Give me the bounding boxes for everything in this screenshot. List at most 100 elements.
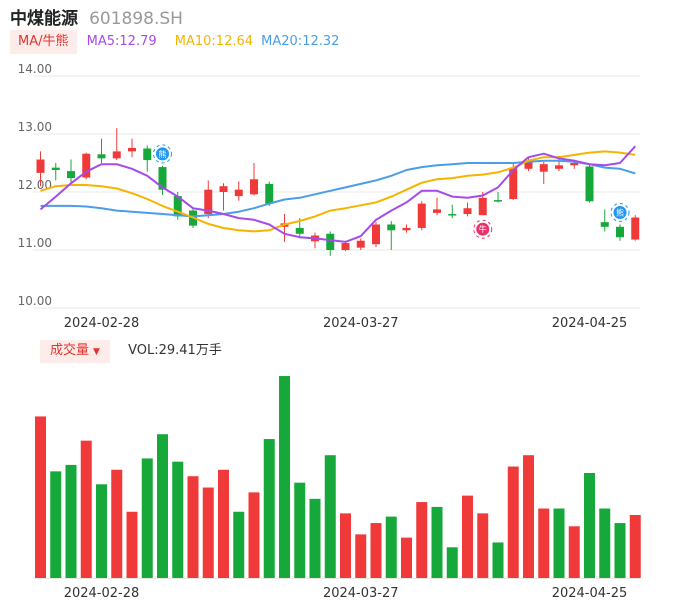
caret-down-icon: ▼ <box>93 347 100 357</box>
candle-body <box>128 147 136 152</box>
candle-body <box>600 222 609 227</box>
volume-bar <box>157 434 168 578</box>
ma20-line <box>40 159 636 218</box>
ma10-value: MA10:12.64 <box>174 34 254 49</box>
ma10-line <box>40 150 636 233</box>
volume-bar <box>538 508 550 578</box>
volume-tab-label: 成交量 <box>50 343 90 358</box>
candle-body <box>326 233 335 250</box>
price-date-tick-label: 2024-02-28 <box>64 316 140 331</box>
volume-bar <box>309 498 321 578</box>
volume-bar <box>187 476 199 578</box>
volume-bar <box>35 416 46 578</box>
candle-body <box>509 167 518 199</box>
volume-bar <box>553 508 565 578</box>
volume-date-tick-label: 2024-04-25 <box>552 586 628 601</box>
candle-body <box>463 208 472 215</box>
candle-body <box>234 189 243 197</box>
volume-date-tick-label: 2024-02-28 <box>64 586 140 601</box>
volume-bar <box>370 523 382 578</box>
volume-bar <box>248 492 260 578</box>
signal-marker-label: 牛 <box>479 224 487 234</box>
price-axis-tick-label: 12.00 <box>18 178 52 192</box>
candle-body <box>631 217 640 240</box>
candle-body <box>387 224 396 231</box>
signal-marker-label: 熊 <box>616 207 624 217</box>
ma-indicator-bar: MA/牛熊 MA5:12.79 MA10:12.64 MA20:12.32 <box>10 30 339 54</box>
volume-bar <box>492 542 504 578</box>
volume-bar <box>629 514 641 578</box>
price-axis-tick-label: 13.00 <box>18 120 52 134</box>
price-date-tick-label: 2024-04-25 <box>552 316 628 331</box>
signal-marker-ring <box>153 144 172 164</box>
signal-marker-ring <box>610 202 630 222</box>
candle-body <box>539 164 548 172</box>
price-axis-tick-label: 10.00 <box>18 294 52 308</box>
volume-bar <box>446 547 458 578</box>
volume-bar <box>65 464 77 578</box>
volume-bar <box>80 440 92 578</box>
candle-body <box>97 154 106 159</box>
candle-body <box>524 160 533 169</box>
candle-body <box>372 224 380 245</box>
volume-bar <box>355 534 367 578</box>
volume-bar <box>416 502 428 578</box>
candle-body <box>112 151 121 159</box>
bull-signal-marker <box>476 222 490 236</box>
candle-body <box>295 227 304 234</box>
volume-bar <box>385 516 397 578</box>
candle-body <box>204 189 213 215</box>
volume-bar <box>477 513 489 578</box>
volume-bar <box>294 482 306 578</box>
volume-bar <box>279 376 290 578</box>
candle-body <box>173 196 182 217</box>
candle-body <box>36 159 45 173</box>
signal-marker-ring <box>473 219 493 239</box>
candle-body <box>219 186 228 192</box>
candle-body <box>478 197 487 216</box>
candle-body <box>585 166 594 202</box>
volume-bar <box>507 466 519 578</box>
candle-body <box>494 200 502 202</box>
candle-body <box>82 153 91 178</box>
candle-body <box>433 209 441 213</box>
candle-body <box>616 226 624 238</box>
volume-bar <box>172 461 184 578</box>
volume-bar <box>523 455 534 578</box>
stock-name: 中煤能源 <box>10 9 78 29</box>
volume-bar <box>584 472 595 578</box>
candle-body <box>417 203 426 228</box>
bear-signal-marker <box>613 205 627 219</box>
ma5-value: MA5:12.79 <box>86 34 157 49</box>
volume-value: VOL:29.41万手 <box>128 343 222 358</box>
volume-bar <box>599 508 611 578</box>
volume-bar <box>614 523 626 578</box>
candle-body <box>158 167 167 190</box>
volume-bar <box>233 511 245 578</box>
volume-bar <box>462 495 473 578</box>
volume-bar <box>568 526 580 578</box>
candle-body <box>67 171 75 179</box>
ma5-line <box>39 145 637 243</box>
volume-bar <box>218 469 229 578</box>
volume-bar <box>141 458 153 578</box>
volume-bar <box>263 439 275 578</box>
price-date-tick-label: 2024-03-27 <box>323 316 399 331</box>
volume-indicator-bar: 成交量 ▼ VOL:29.41万手 <box>40 340 222 363</box>
candle-body <box>570 163 579 166</box>
candle-body <box>143 148 152 161</box>
stock-code: 601898.SH <box>89 9 183 29</box>
volume-bar <box>324 455 336 578</box>
volume-bar <box>431 506 443 578</box>
price-axis-tick-label: 14.00 <box>18 62 52 76</box>
volume-indicator-tab[interactable]: 成交量 ▼ <box>40 340 110 363</box>
candle-body <box>448 214 457 216</box>
candle-body <box>51 167 60 170</box>
ma-indicator-tab[interactable]: MA/牛熊 <box>10 30 77 54</box>
candle-body <box>250 179 258 195</box>
volume-date-tick-label: 2024-03-27 <box>323 586 399 601</box>
candle-body <box>265 183 274 204</box>
ma20-value: MA20:12.32 <box>261 34 340 49</box>
candle-body <box>356 240 365 248</box>
